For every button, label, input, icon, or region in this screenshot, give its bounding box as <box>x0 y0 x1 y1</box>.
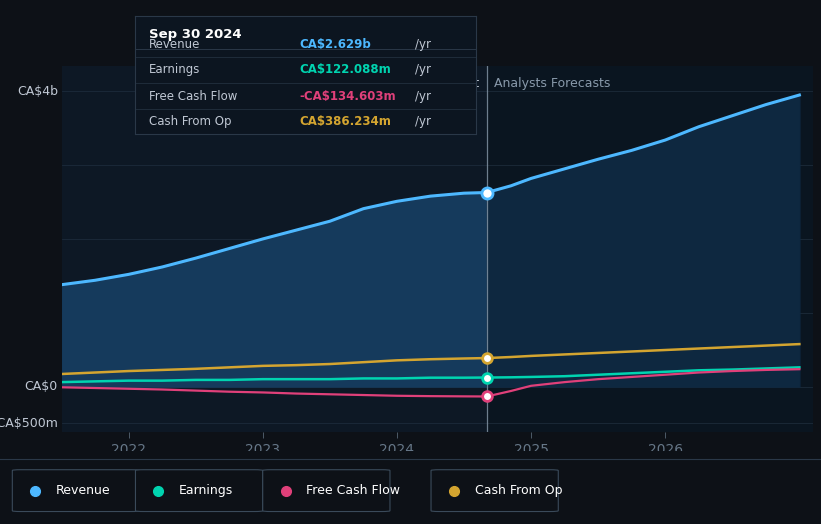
Text: CA$386.234m: CA$386.234m <box>299 115 391 128</box>
Text: Earnings: Earnings <box>149 63 200 77</box>
Text: Free Cash Flow: Free Cash Flow <box>306 484 400 497</box>
Text: /yr: /yr <box>415 38 431 50</box>
Text: Sep 30 2024: Sep 30 2024 <box>149 28 241 41</box>
Text: Revenue: Revenue <box>56 484 111 497</box>
Text: -CA$134.603m: -CA$134.603m <box>299 90 396 103</box>
FancyBboxPatch shape <box>431 470 558 511</box>
Text: CA$122.088m: CA$122.088m <box>299 63 391 77</box>
Text: Cash From Op: Cash From Op <box>475 484 562 497</box>
Text: -CA$500m: -CA$500m <box>0 417 57 430</box>
Text: CA$4b: CA$4b <box>16 85 57 98</box>
FancyBboxPatch shape <box>263 470 390 511</box>
Text: Past: Past <box>454 77 480 90</box>
Text: Revenue: Revenue <box>149 38 200 50</box>
FancyBboxPatch shape <box>135 470 263 511</box>
Text: Cash From Op: Cash From Op <box>149 115 232 128</box>
Text: /yr: /yr <box>415 90 431 103</box>
Text: CA$2.629b: CA$2.629b <box>299 38 371 50</box>
Text: CA$0: CA$0 <box>25 380 57 393</box>
Text: Analysts Forecasts: Analysts Forecasts <box>493 77 610 90</box>
Bar <box>487 66 813 432</box>
Text: /yr: /yr <box>415 115 431 128</box>
FancyBboxPatch shape <box>12 470 140 511</box>
Text: Free Cash Flow: Free Cash Flow <box>149 90 237 103</box>
Text: Earnings: Earnings <box>179 484 233 497</box>
Text: /yr: /yr <box>415 63 431 77</box>
